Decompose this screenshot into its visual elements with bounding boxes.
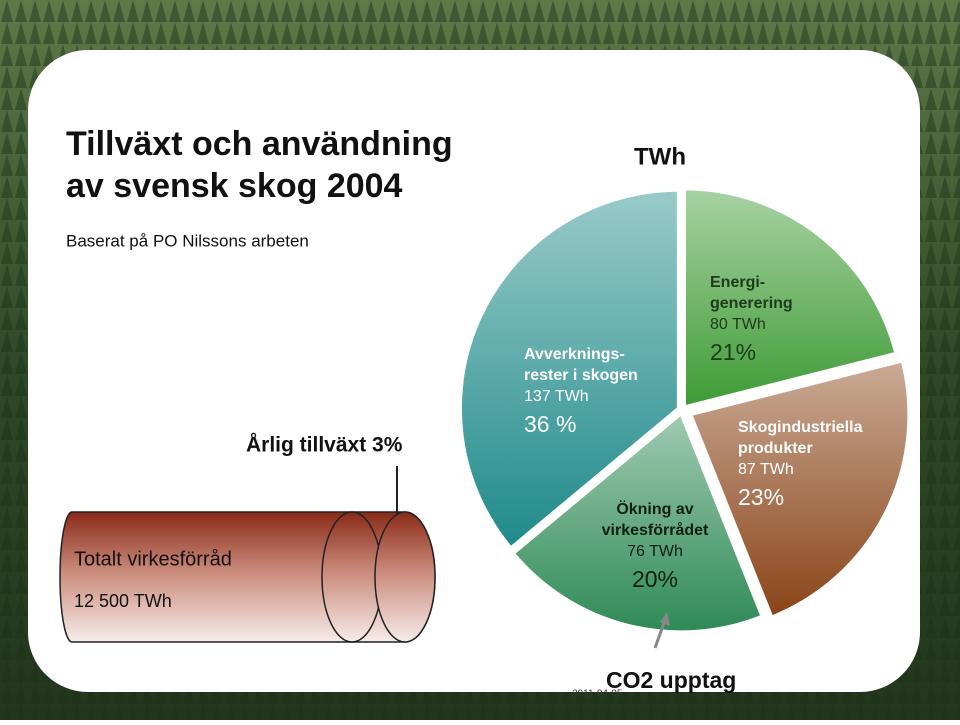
slice-label: Avverknings-	[524, 346, 625, 363]
title-line: Tillväxt och användning	[66, 125, 453, 163]
slice-value-label: 80 TWh	[710, 316, 766, 333]
slice-percent-label: 36 %	[524, 411, 576, 437]
slice-label: Ökning av	[616, 499, 693, 518]
slice-value-label: 87 TWh	[738, 461, 794, 478]
slice-percent-label: 23%	[738, 484, 784, 510]
slice-label: Energi-	[710, 274, 765, 291]
stock-label: Totalt virkesförråd	[74, 548, 232, 570]
slice-label: produkter	[738, 440, 813, 457]
pie-slice	[688, 359, 911, 619]
slice-label: virkesförrådet	[602, 521, 709, 539]
slice-label: rester i skogen	[524, 367, 638, 384]
co2-label: CO2 upptag	[606, 667, 736, 693]
log	[59, 466, 436, 643]
title-line: av svensk skog 2004	[66, 167, 403, 205]
date: 2011-04-05	[572, 689, 623, 700]
co2-arrowhead	[660, 612, 670, 626]
slice-value-label: 137 TWh	[524, 388, 589, 405]
pie-slice	[458, 188, 680, 550]
subtitle: Baserat på PO Nilssons arbeten	[66, 231, 309, 250]
slice-label: Skogindustriella	[738, 419, 863, 436]
pie-slice	[682, 187, 898, 409]
slice-label: generering	[710, 295, 793, 312]
chart-title: TWh	[634, 143, 686, 170]
growth-label: Årlig tillväxt 3%	[246, 433, 403, 457]
slice-percent-label: 20%	[632, 566, 678, 592]
log-end	[374, 511, 436, 643]
co2-arrow	[653, 619, 667, 649]
pie-slice	[511, 411, 764, 634]
slice-value-label: 76 TWh	[627, 543, 683, 560]
stock-value: 12 500 TWh	[74, 591, 172, 611]
pie: Energi-generering 80 TWh 21% Skogindustriel…	[458, 187, 911, 634]
slice-percent-label: 21%	[710, 339, 756, 365]
